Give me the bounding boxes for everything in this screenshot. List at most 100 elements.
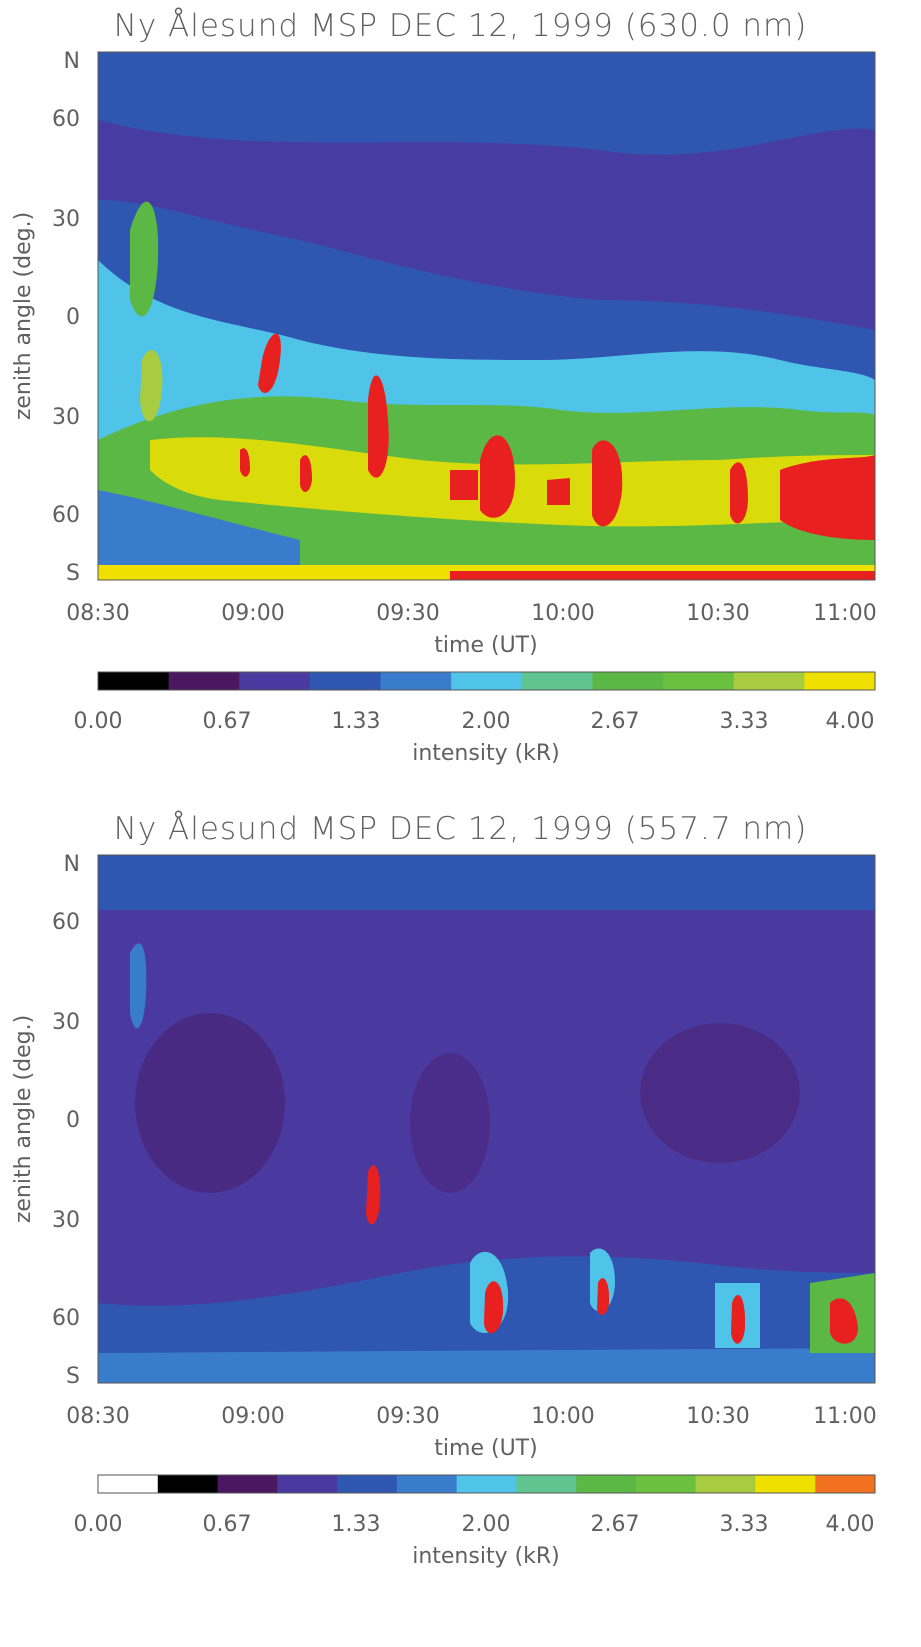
plot-frame — [97, 854, 876, 1384]
y-tick: 30 — [52, 405, 80, 430]
heatmap-red-1 — [366, 1165, 381, 1225]
y-tick: 60 — [52, 503, 80, 528]
y-tick: S — [66, 561, 80, 586]
heatmap-red-2 — [484, 1281, 504, 1334]
y-tick: N — [64, 49, 80, 74]
y-tick: 60 — [52, 910, 80, 935]
colorbar-frame — [97, 1474, 876, 1494]
colorbar-swatch — [592, 672, 664, 690]
x-axis-ticks: 08:30 09:00 09:30 10:00 10:30 11:00 — [66, 1404, 876, 1429]
colorbar-tick: 1.33 — [332, 1512, 381, 1537]
heatmap-red-3 — [597, 1278, 610, 1315]
chart-title: Ny Ålesund MSP DEC 12, 1999 (630.0 nm) — [113, 8, 808, 44]
heatmap-red-9 — [300, 455, 312, 492]
heatmap-bottom-red — [450, 571, 875, 580]
y-tick: N — [64, 852, 80, 877]
chart-title: Ny Ålesund MSP DEC 12, 1999 (557.7 nm) — [113, 811, 808, 847]
x-tick: 11:00 — [813, 1404, 876, 1429]
x-tick: 09:00 — [221, 601, 284, 626]
y-tick: 60 — [52, 107, 80, 132]
x-tick: 10:30 — [686, 1404, 749, 1429]
colorbar-tick: 0.67 — [203, 709, 252, 734]
x-axis-ticks: 08:30 09:00 09:30 10:00 10:30 11:00 — [66, 601, 876, 626]
colorbar-swatch — [168, 672, 240, 690]
x-axis-label: time (UT) — [434, 633, 537, 658]
heatmap-area — [98, 855, 875, 1383]
colorbar-swatch — [98, 672, 170, 690]
colorbar-tick: 3.33 — [720, 1512, 769, 1537]
heatmap-red-7 — [450, 470, 478, 500]
y-tick: 30 — [52, 1010, 80, 1035]
heatmap-region-blue — [98, 490, 300, 580]
x-tick: 08:30 — [66, 601, 129, 626]
chart-svg-630: N 60 30 0 30 60 S zenith angle (deg.) 08… — [11, 49, 877, 766]
y-axis-ticks: N 60 30 0 30 60 S — [52, 49, 80, 586]
colorbar-swatch — [337, 1475, 398, 1493]
colorbar — [97, 671, 876, 691]
heatmap-red-4 — [592, 440, 623, 527]
colorbar-swatch — [663, 672, 735, 690]
heatmap-area — [98, 52, 875, 580]
colorbar-swatch — [516, 1475, 577, 1493]
colorbar-swatch — [277, 1475, 338, 1493]
chart-svg-557: N 60 30 0 30 60 S zenith angle (deg.) 08… — [11, 852, 877, 1569]
colorbar-tick: 2.00 — [462, 1512, 511, 1537]
y-tick: 60 — [52, 1306, 80, 1331]
colorbar-swatch — [815, 1475, 876, 1493]
heatmap-red-6 — [780, 455, 875, 540]
colorbar-label: intensity (kR) — [412, 1544, 560, 1569]
chart-panel-557: Ny Ålesund MSP DEC 12, 1999 (557.7 nm) — [0, 803, 921, 1647]
colorbar-swatch — [396, 1475, 458, 1493]
colorbar-swatch — [521, 672, 593, 690]
colorbar-tick: 4.00 — [826, 1512, 875, 1537]
colorbar-tick: 0.00 — [74, 709, 123, 734]
colorbar-swatch — [451, 672, 523, 690]
y-tick: S — [66, 1364, 80, 1389]
colorbar-frame — [97, 671, 876, 691]
x-tick: 11:00 — [813, 601, 876, 626]
heatmap-dark-patch-3 — [640, 1023, 800, 1163]
heatmap-top-band — [98, 855, 875, 910]
heatmap-bottom-strip — [98, 1348, 875, 1383]
y-axis-ticks: N 60 30 0 30 60 S — [52, 852, 80, 1389]
colorbar-swatch — [733, 672, 805, 690]
colorbar-swatch — [239, 672, 311, 690]
heatmap-region-purple — [98, 120, 875, 330]
x-tick: 10:30 — [686, 601, 749, 626]
x-axis-label: time (UT) — [434, 1436, 537, 1461]
y-tick: 30 — [52, 1208, 80, 1233]
colorbar-swatch — [157, 1475, 219, 1493]
colorbar-tick: 3.33 — [720, 709, 769, 734]
colorbar-tick: 2.67 — [591, 709, 640, 734]
x-tick: 09:30 — [376, 1404, 439, 1429]
heatmap-red-1 — [258, 333, 281, 393]
heatmap-red-3 — [480, 435, 515, 518]
colorbar-swatch — [755, 1475, 816, 1493]
colorbar-tick: 2.00 — [462, 709, 511, 734]
colorbar-label: intensity (kR) — [412, 741, 560, 766]
heatmap-red-2 — [368, 375, 389, 478]
heatmap-dark-patch-2 — [410, 1053, 490, 1193]
colorbar-swatch — [635, 1475, 697, 1493]
y-tick: 30 — [52, 207, 80, 232]
colorbar-tick: 0.67 — [203, 1512, 252, 1537]
colorbar-swatch — [576, 1475, 637, 1493]
colorbar-tick: 1.33 — [332, 709, 381, 734]
plot-frame — [97, 51, 876, 581]
x-tick: 10:00 — [531, 1404, 594, 1429]
x-tick: 09:30 — [376, 601, 439, 626]
colorbar-swatch — [804, 672, 876, 690]
colorbar-ticks: 0.00 0.67 1.33 2.00 2.67 3.33 4.00 — [74, 1512, 875, 1537]
y-axis-label: zenith angle (deg.) — [11, 1015, 36, 1223]
chart-panel-630: Ny Ålesund MSP DEC 12, 1999 (630.0 nm) — [0, 0, 921, 800]
colorbar-swatch — [217, 1475, 278, 1493]
heatmap-red-8 — [547, 478, 570, 505]
colorbar-swatch — [309, 672, 382, 690]
colorbar-tick: 0.00 — [74, 1512, 123, 1537]
x-tick: 09:00 — [221, 1404, 284, 1429]
colorbar-swatch — [695, 1475, 756, 1493]
heatmap-red-10 — [240, 448, 250, 477]
heatmap-red-5 — [730, 462, 748, 524]
heatmap-arc-2 — [140, 350, 163, 422]
x-tick: 08:30 — [66, 1404, 129, 1429]
